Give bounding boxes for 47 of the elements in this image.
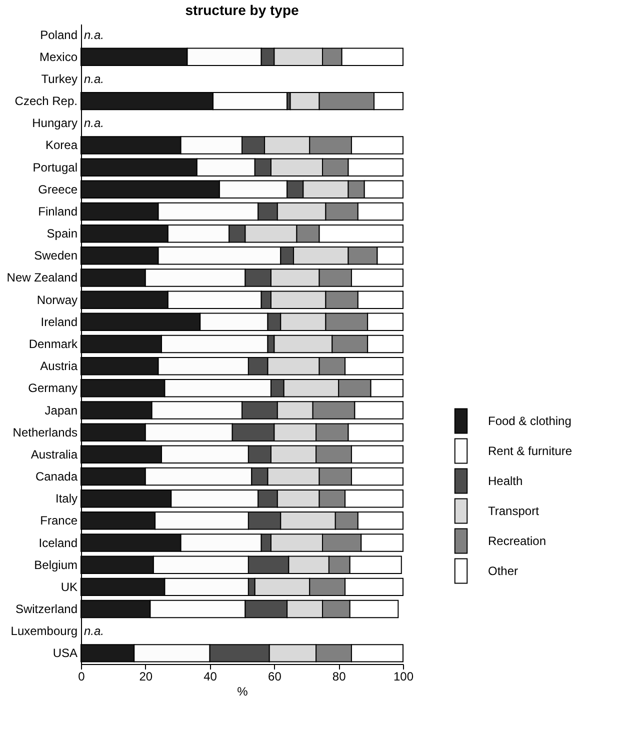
- legend-label: Recreation: [488, 534, 546, 548]
- y-tick-label: UK: [60, 580, 78, 594]
- y-tick-label: Greece: [38, 182, 78, 196]
- annotation: n.a.: [84, 624, 104, 638]
- y-tick-label: Sweden: [34, 248, 78, 263]
- x-tick-label: 100: [393, 670, 414, 684]
- y-tick-label: Korea: [45, 138, 78, 152]
- y-tick-label: Japan: [44, 403, 78, 418]
- y-tick-label: Italy: [55, 492, 78, 506]
- x-tick-label: 20: [139, 670, 153, 684]
- y-tick-label: Mexico: [39, 50, 78, 64]
- y-tick-label: Ireland: [40, 314, 78, 329]
- y-tick-label: France: [40, 514, 78, 528]
- y-tick-label: Spain: [46, 226, 78, 241]
- y-tick-label: New Zealand: [6, 270, 78, 285]
- x-tick-label: 40: [204, 670, 218, 684]
- annotation: n.a.: [84, 28, 104, 42]
- y-tick-label: Finland: [38, 204, 78, 218]
- y-tick-label: Czech Rep.: [14, 94, 78, 108]
- y-tick-label: Hungary: [32, 116, 78, 130]
- x-tick-label: 60: [268, 670, 282, 684]
- legend-label: Rent & furniture: [488, 444, 572, 458]
- legend-label: Food & clothing: [488, 414, 572, 428]
- y-tick-label: Portugal: [32, 160, 78, 174]
- annotation: n.a.: [84, 116, 104, 130]
- y-tick-label: Austria: [40, 359, 78, 374]
- annotation: n.a.: [84, 72, 104, 86]
- legend-label: Transport: [488, 504, 540, 518]
- y-tick-label: Belgium: [34, 558, 78, 572]
- y-tick-label: Germany: [28, 381, 78, 396]
- y-tick-label: Turkey: [41, 72, 78, 86]
- y-tick-label: Iceland: [38, 536, 78, 550]
- y-tick-label: Australia: [30, 447, 78, 462]
- y-tick-label: Canada: [35, 470, 78, 484]
- y-tick-label: Denmark: [28, 337, 78, 351]
- x-tick-label: 80: [332, 670, 346, 684]
- y-tick-label: Norway: [36, 292, 78, 307]
- legend-label: Health: [488, 474, 523, 488]
- x-axis-title: %: [237, 684, 248, 698]
- y-tick-label: Luxembourg: [10, 624, 78, 638]
- y-tick-label: USA: [52, 646, 78, 660]
- y-tick-label: Switzerland: [15, 602, 78, 616]
- x-tick-label: 0: [78, 670, 86, 684]
- y-tick-label: Netherlands: [12, 425, 78, 440]
- chart-title: structure by type: [185, 2, 300, 18]
- legend-label: Other: [488, 564, 518, 578]
- y-tick-label: Poland: [40, 28, 78, 42]
